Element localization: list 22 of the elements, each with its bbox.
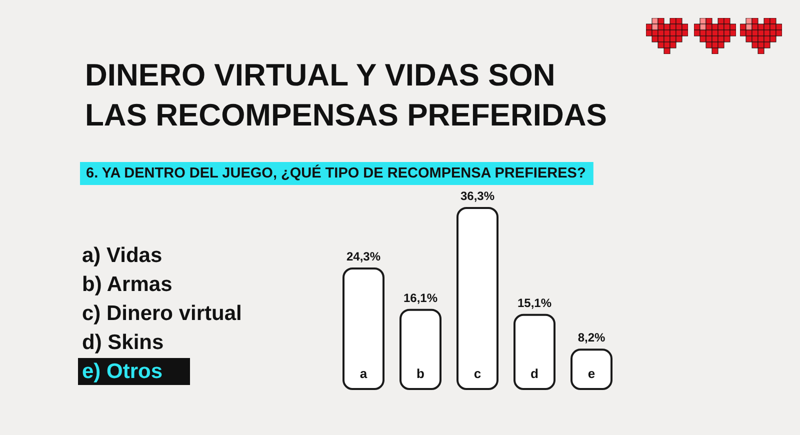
chart-subtitle: 6. YA DENTRO DEL JUEGO, ¿QUÉ TIPO DE RECOMPENSA PREFIERES? (86, 164, 586, 182)
x-tick-label: b (416, 366, 425, 381)
bar (400, 308, 442, 390)
bar (342, 267, 384, 390)
bar (570, 348, 612, 390)
data-label: 8,2% (578, 330, 606, 345)
bar (456, 207, 498, 390)
bar (514, 314, 556, 390)
data-label: 36,3% (460, 189, 495, 203)
text: e) Otros (82, 360, 163, 383)
text: c) Dinero virtual (82, 302, 242, 325)
chart-title: DINERO VIRTUAL Y VIDAS SON LAS RECOMPENSAS PREFERIDAS (85, 58, 607, 132)
data-label: 24,3% (346, 249, 381, 264)
x-tick-label: c (474, 366, 482, 381)
data-label: 15,1% (517, 296, 552, 310)
text: b) Armas (82, 273, 172, 296)
text: a) Vidas (82, 244, 162, 267)
x-tick-label: e (588, 366, 596, 381)
data-label: 16,1% (403, 290, 438, 305)
x-tick-label: a (360, 366, 368, 381)
text: d) Skins (82, 331, 164, 354)
x-tick-label: d (530, 366, 539, 381)
